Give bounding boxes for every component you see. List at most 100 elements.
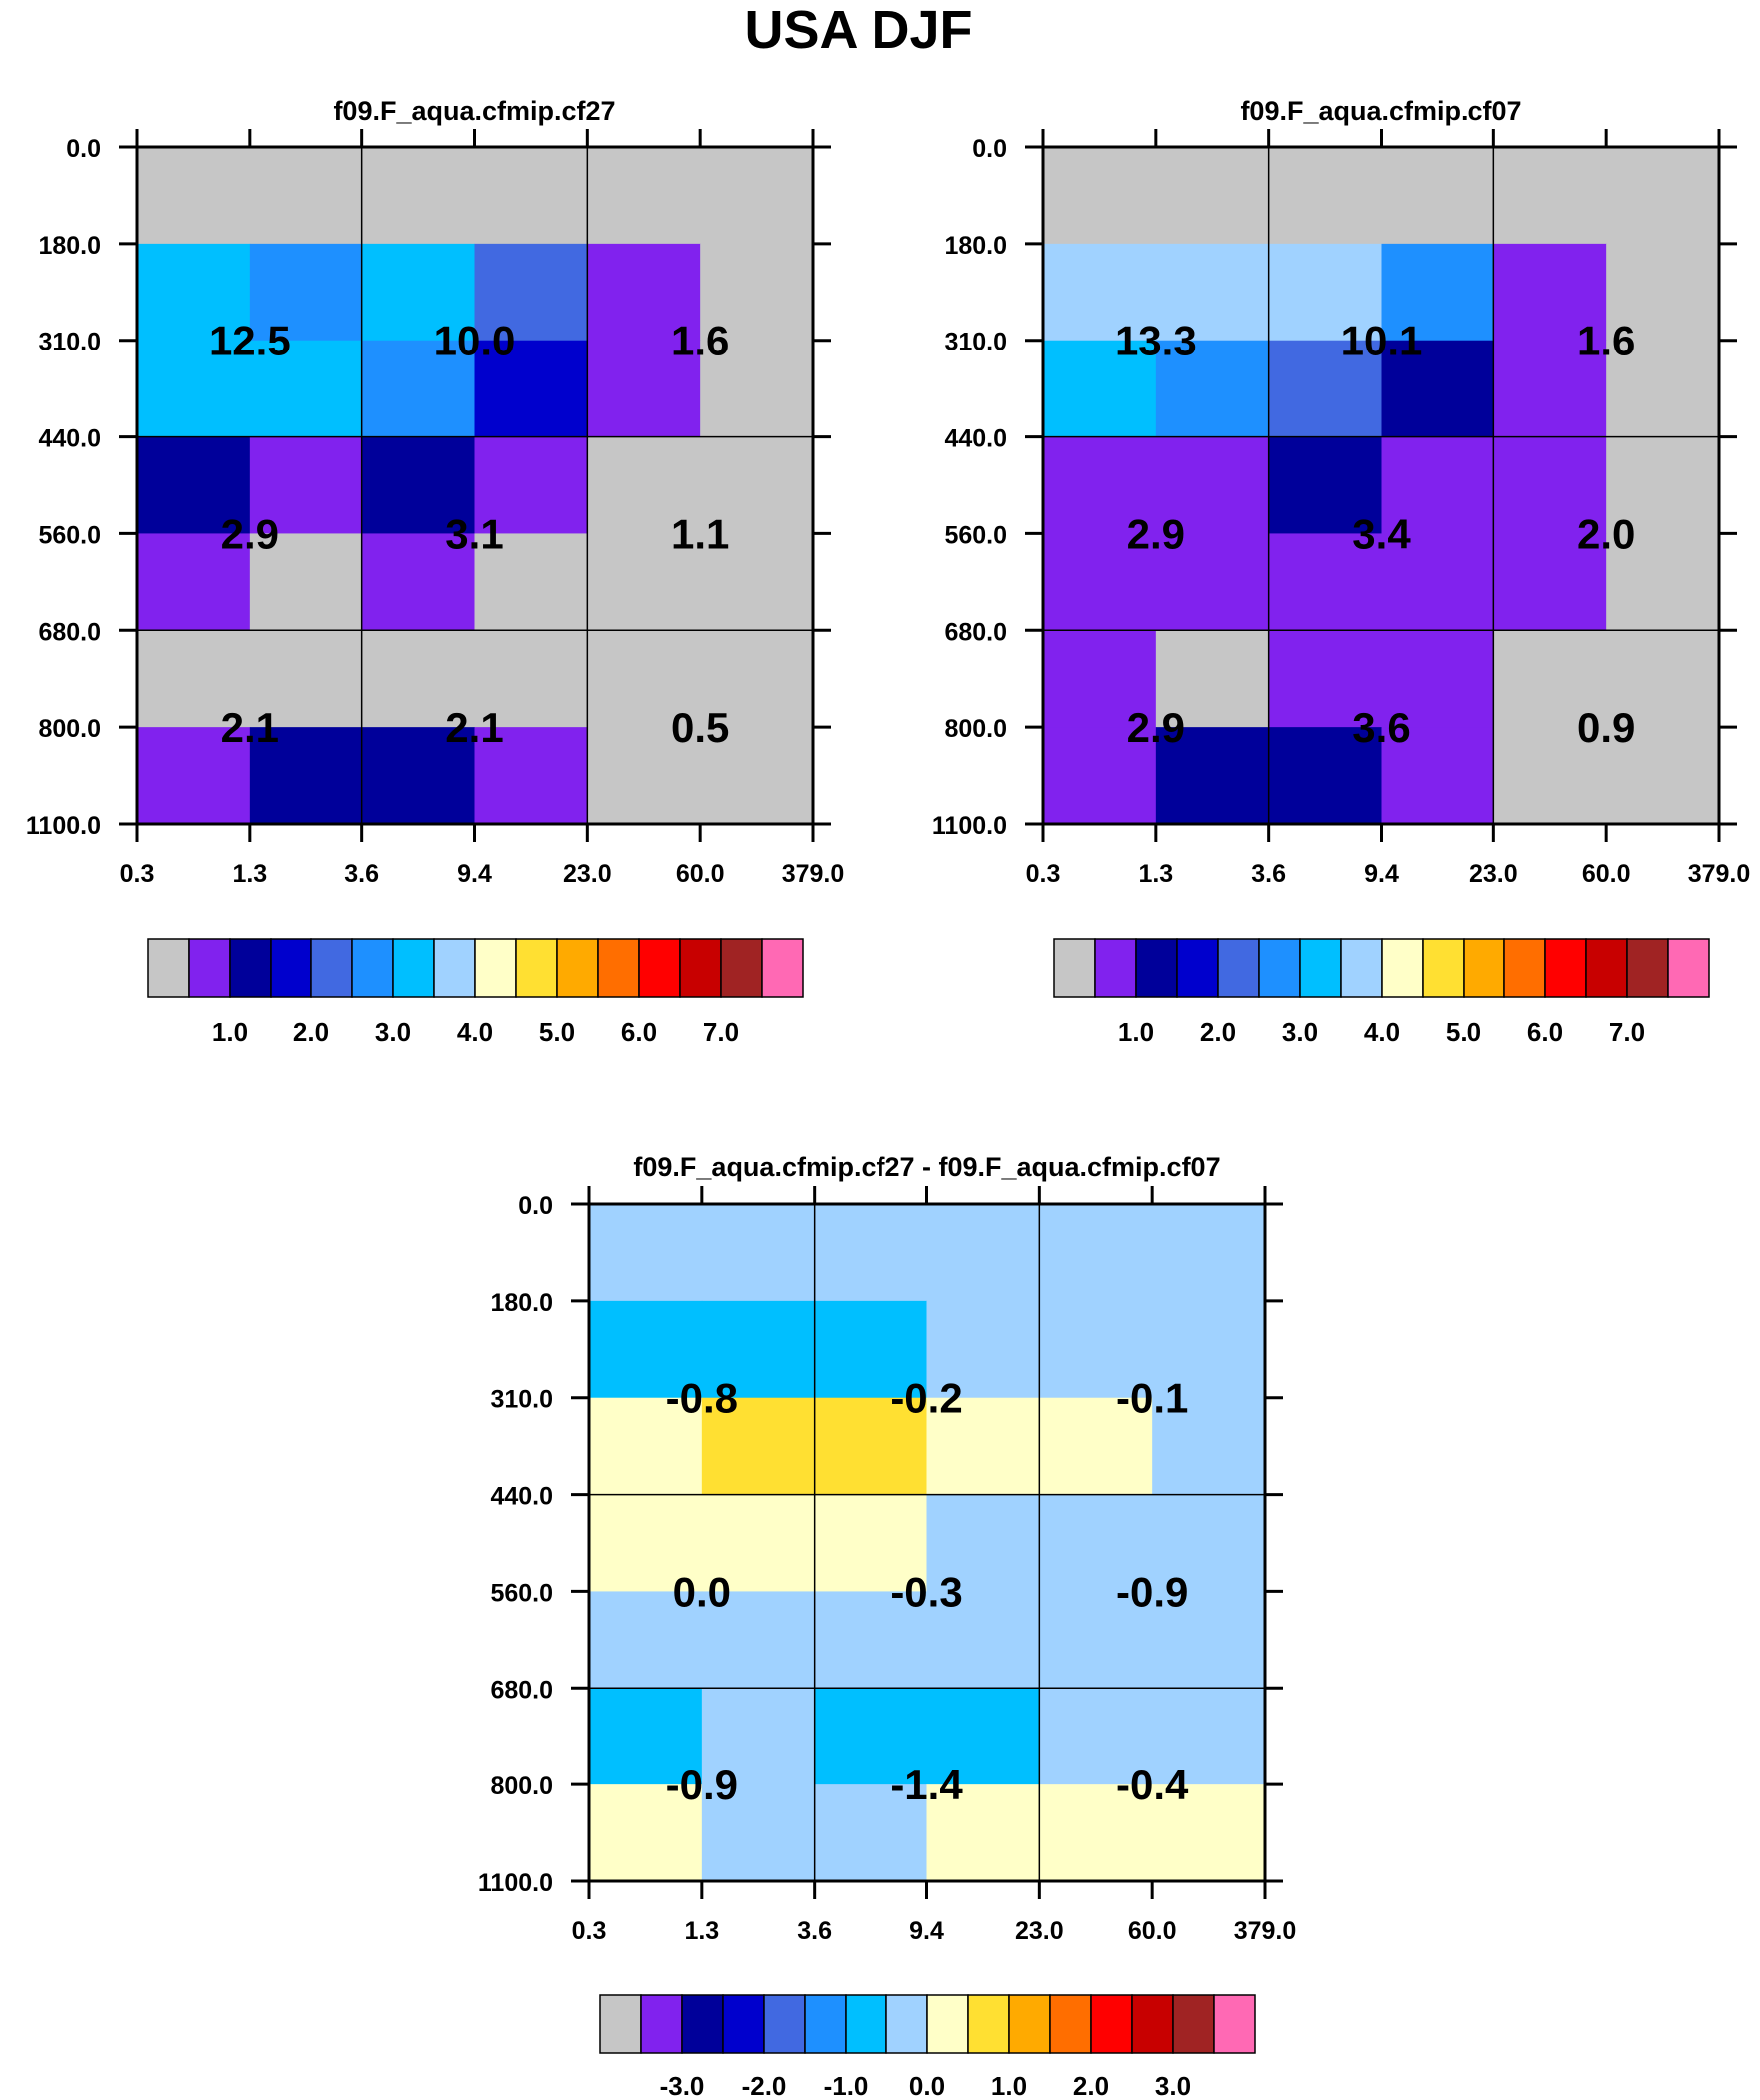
heatmap-cell: [137, 533, 251, 631]
x-tick-label: 60.0: [1128, 1917, 1177, 1945]
y-tick-label: 560.0: [490, 1579, 553, 1607]
colorbar-swatch: [1090, 1994, 1133, 2054]
colorbar-label: 2.0: [1073, 2071, 1109, 2100]
colorbar-swatch: [1463, 938, 1505, 998]
heatmap-cell: [926, 1397, 1040, 1496]
heatmap-cell: [589, 1591, 703, 1689]
heatmap-cell: [701, 1300, 816, 1399]
y-tick-label: 680.0: [38, 618, 101, 646]
heatmap-cell: [1268, 243, 1382, 342]
heatmap-cell: [137, 630, 251, 728]
heatmap-cell: [1493, 533, 1607, 631]
heatmap-cell: [700, 727, 814, 825]
y-tick-label: 310.0: [490, 1386, 553, 1414]
cell-value-label: 3.4: [1352, 510, 1411, 557]
cell-value-label: 3.6: [1352, 704, 1410, 751]
colorbar-swatch: [1094, 938, 1137, 998]
heatmap-cell: [1039, 1397, 1153, 1496]
colorbar-swatch: [1213, 1994, 1256, 2054]
heatmap-cell: [814, 1494, 927, 1592]
cell-value-label: 2.9: [221, 510, 279, 557]
heatmap-cell: [1039, 1591, 1153, 1689]
y-tick-label: 0.0: [518, 1192, 553, 1220]
heatmap-cell: [1493, 243, 1607, 342]
heatmap-cell: [926, 1784, 1040, 1882]
y-tick-label: 680.0: [944, 618, 1007, 646]
heatmap-cell: [1039, 1204, 1153, 1302]
colorbar: 1.0 2.0 3.0 4.0 5.0 6.0 7.0: [147, 938, 804, 1047]
heatmap-cell: [474, 630, 588, 728]
cell-value-label: 1.6: [1577, 318, 1635, 364]
heatmap-cell: [587, 727, 701, 825]
heatmap-cell: [587, 436, 701, 534]
heatmap-cell: [249, 243, 363, 342]
colorbar-label: 2.0: [293, 1017, 329, 1047]
colorbar-label: 3.0: [1282, 1017, 1318, 1047]
heatmap-cell: [1493, 340, 1607, 438]
heatmap-cell: [137, 727, 251, 825]
heatmap-cell: [474, 243, 588, 342]
heatmap-cell: [1155, 727, 1270, 825]
heatmap-cell: [1152, 1397, 1266, 1496]
cell-value-label: -0.8: [666, 1375, 738, 1422]
colorbar-label: 1.0: [991, 2071, 1027, 2100]
heatmap-cell: [700, 243, 814, 342]
colorbar: -3.0 -2.0 -1.0 0.0 1.0 2.0 3.0: [599, 1994, 1256, 2100]
cell-value-label: -1.4: [890, 1761, 963, 1808]
y-tick-label: 440.0: [490, 1483, 553, 1511]
y-tick-label: 800.0: [38, 715, 101, 743]
colorbar: 1.0 2.0 3.0 4.0 5.0 6.0 7.0: [1053, 938, 1710, 1047]
cell-value-label: 1.1: [671, 510, 729, 557]
colorbar-label: 5.0: [1446, 1017, 1481, 1047]
cell-value-label: 1.6: [671, 318, 729, 364]
colorbar-swatch: [761, 938, 804, 998]
x-tick-label: 0.3: [1026, 860, 1061, 888]
heatmap-cell: [361, 533, 475, 631]
cell-value-label: -0.2: [890, 1375, 962, 1422]
heatmap-cell: [1606, 630, 1720, 728]
heatmap-cell: [1043, 727, 1157, 825]
colorbar-swatch: [474, 938, 517, 998]
heatmap-cell: [1493, 727, 1607, 825]
y-tick-label: 440.0: [944, 425, 1007, 453]
colorbar-swatch: [1053, 938, 1096, 998]
y-tick-label: 440.0: [38, 425, 101, 453]
colorbar-label: 6.0: [1527, 1017, 1563, 1047]
colorbar-swatch: [1258, 938, 1301, 998]
heatmap-cell: [1606, 147, 1720, 245]
heatmap-cell: [1152, 1204, 1266, 1302]
heatmap-cell: [587, 340, 701, 438]
colorbar-swatch: [1172, 1994, 1215, 2054]
heatmap-cell: [1039, 1784, 1153, 1882]
heatmap-cell: [1381, 436, 1494, 534]
x-tick-label: 9.4: [1364, 860, 1399, 888]
colorbar-swatch: [681, 1994, 724, 2054]
x-tick-label: 23.0: [1015, 1917, 1064, 1945]
colorbar-swatch: [1626, 938, 1669, 998]
colorbar-swatch: [1422, 938, 1465, 998]
colorbar-swatch: [1049, 1994, 1092, 2054]
heatmap-cell: [814, 1397, 927, 1496]
colorbar-swatch: [270, 938, 312, 998]
cell-value-label: -0.1: [1116, 1375, 1188, 1422]
heatmap-cell: [1152, 1300, 1266, 1399]
cell-value-label: 0.0: [673, 1568, 731, 1615]
heatmap-cell: [589, 1784, 703, 1882]
x-tick-label: 379.0: [1234, 1917, 1297, 1945]
heatmap-cell: [1152, 1688, 1266, 1785]
heatmap-cell: [1155, 436, 1270, 534]
colorbar-swatch: [1135, 938, 1178, 998]
x-tick-label: 9.4: [457, 860, 492, 888]
chart-panel-1: f09.F_aqua.cfmip.cf27 0.0 180.0 310.0 440.0 5…: [26, 96, 844, 1047]
heatmap-cell: [1043, 243, 1157, 342]
x-tick-label: 1.3: [1138, 860, 1173, 888]
heatmap-cell: [474, 147, 588, 245]
heatmap-cell: [361, 340, 475, 438]
cell-value-label: 3.1: [445, 510, 503, 557]
heatmap-cell: [1152, 1591, 1266, 1689]
colorbar-swatch: [720, 938, 763, 998]
cell-value-label: -0.4: [1116, 1761, 1189, 1808]
y-tick-label: 0.0: [66, 135, 101, 163]
heatmap-cell: [1381, 340, 1494, 438]
